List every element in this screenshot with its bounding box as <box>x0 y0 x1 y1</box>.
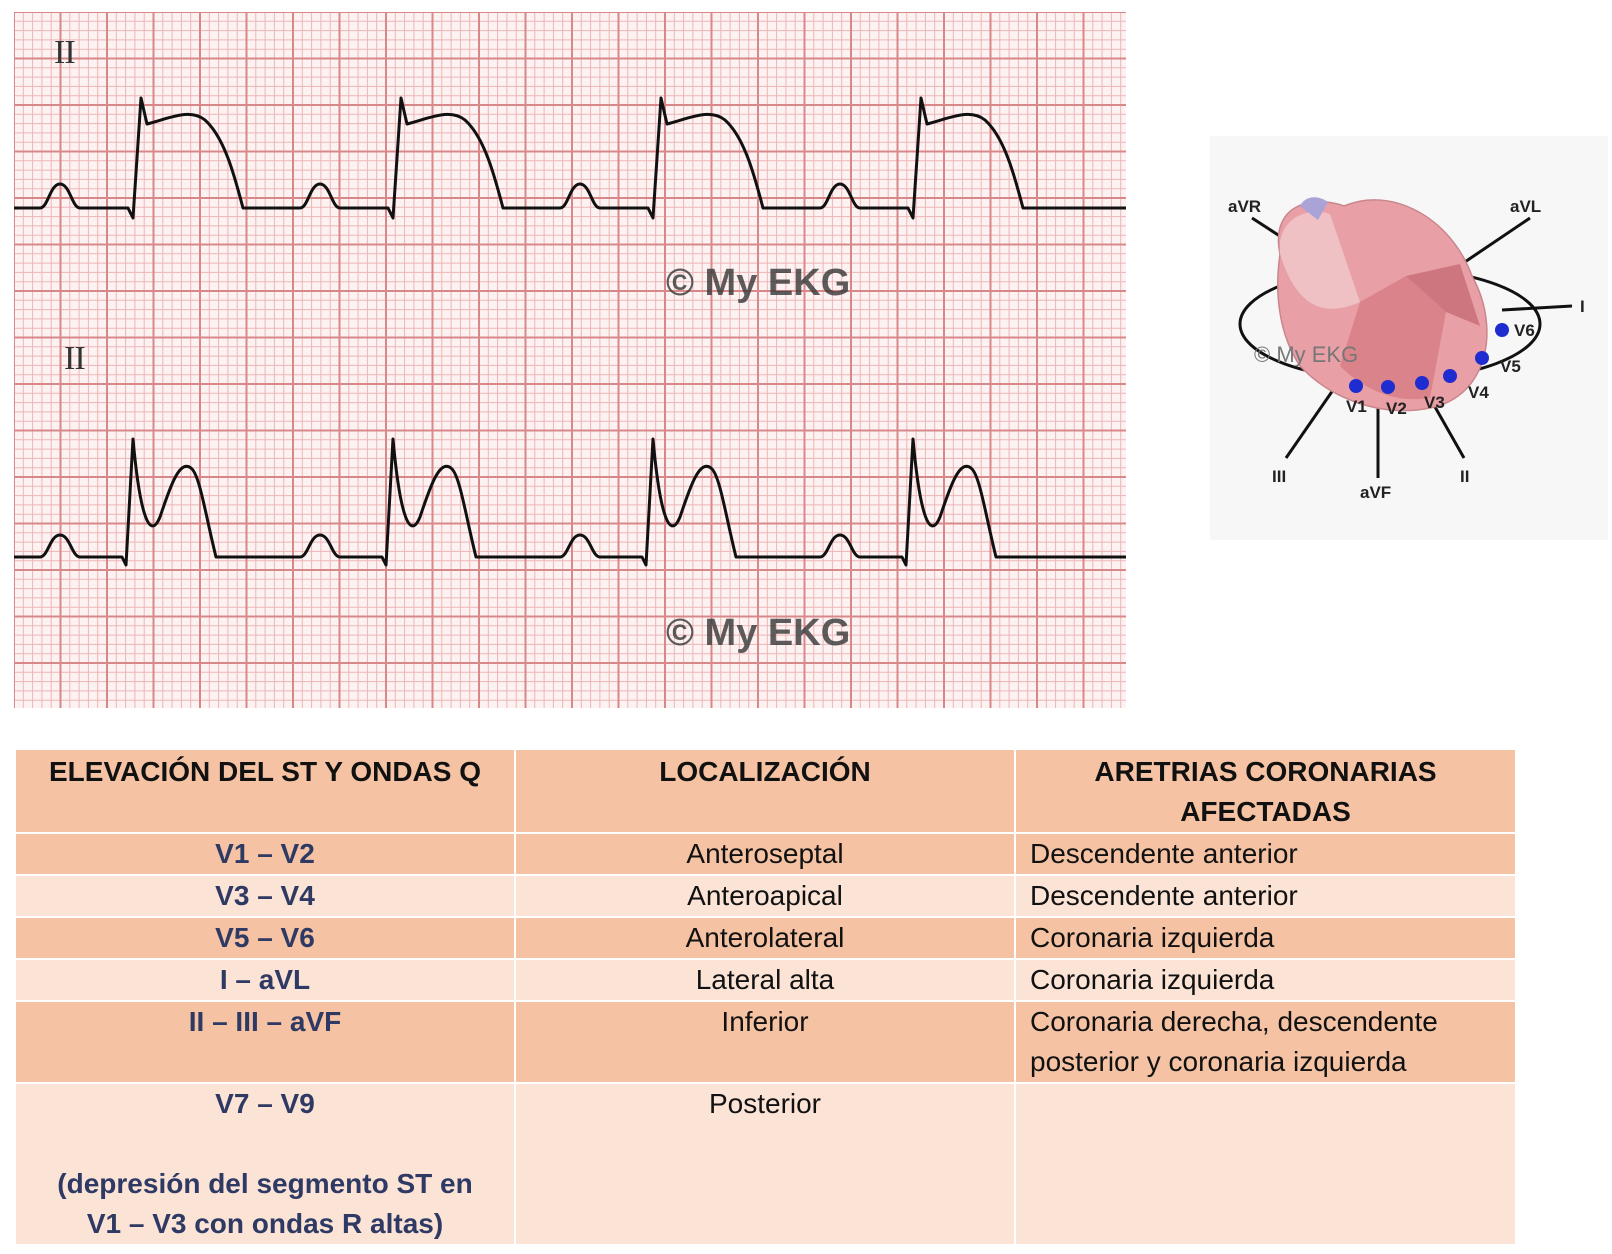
lead-label-bottom: II <box>64 340 86 377</box>
table-row: II – III – aVF Inferior Coronaria derech… <box>14 1000 1517 1084</box>
heart-watermark: © My EKG <box>1254 342 1358 367</box>
ekg-trace-bottom <box>14 437 1126 567</box>
watermark-top: © My EKG <box>666 262 851 304</box>
row-leads-note-line1: (depresión del segmento ST en <box>57 1168 473 1199</box>
ekg-grid <box>14 12 1126 708</box>
row-location: Anteroapical <box>514 874 1016 918</box>
row-location: Anterolateral <box>514 916 1016 960</box>
infarct-localization-table: ELEVACIÓN DEL ST Y ONDAS Q LOCALIZACIÓN … <box>14 748 1517 1246</box>
row-leads: V3 – V4 <box>14 874 516 918</box>
heart-ventricle <box>1340 276 1446 400</box>
electrode-v5 <box>1475 351 1489 365</box>
row-artery: Coronaria izquierda <box>1014 958 1517 1002</box>
lead-label-avf: aVF <box>1360 483 1391 502</box>
row-leads-note-line2: V1 – V3 con ondas R altas) <box>86 1208 444 1239</box>
table-row: V1 – V2 Anteroseptal Descendente anterio… <box>14 832 1517 876</box>
electrode-v3 <box>1415 376 1429 390</box>
precordial-electrodes: V1 V2 V3 V4 V5 V6 <box>1346 321 1535 418</box>
lead-line-i <box>1501 304 1573 312</box>
lead-line-iii <box>1284 379 1342 459</box>
row-location: Inferior <box>514 1000 1016 1084</box>
row-leads: V7 – V9 (depresión del segmento ST en V1 –… <box>14 1082 516 1246</box>
row-leads: V5 – V6 <box>14 916 516 960</box>
row-artery <box>1014 1082 1517 1246</box>
header-arteries-line1: ARETRIAS CORONARIAS <box>1094 756 1437 787</box>
heart-lead-diagram: © My EKG aVR aVL I II aVF III V1 V2 V3 V4 V5… <box>1210 136 1608 540</box>
row-artery: Coronaria izquierda <box>1014 916 1517 960</box>
table-header-row: ELEVACIÓN DEL ST Y ONDAS Q LOCALIZACIÓN … <box>14 748 1517 834</box>
ekg-strip: II II © My EKG © My EKG <box>14 12 1126 708</box>
header-location: LOCALIZACIÓN <box>514 748 1016 834</box>
table-row: V7 – V9 (depresión del segmento ST en V1 –… <box>14 1082 1517 1246</box>
electrode-v4 <box>1443 369 1457 383</box>
header-arteries-line2: AFECTADAS <box>1180 796 1351 827</box>
electrode-v6 <box>1495 323 1509 337</box>
heart-lateral-wall <box>1406 264 1480 326</box>
electrode-label-v3: V3 <box>1424 393 1445 412</box>
row-artery-line2: posterior y coronaria izquierda <box>1030 1046 1407 1077</box>
lead-label-avl: aVL <box>1510 197 1541 216</box>
header-arteries: ARETRIAS CORONARIAS AFECTADAS <box>1014 748 1517 834</box>
table-row: V5 – V6 Anterolateral Coronaria izquierd… <box>14 916 1517 960</box>
lead-label-ii: II <box>1460 467 1469 486</box>
row-leads-main: V7 – V9 <box>215 1088 315 1119</box>
header-st-elevation: ELEVACIÓN DEL ST Y ONDAS Q <box>14 748 516 834</box>
electrode-v1 <box>1349 379 1363 393</box>
table-row: I – aVL Lateral alta Coronaria izquierda <box>14 958 1517 1002</box>
electrode-label-v5: V5 <box>1500 357 1521 376</box>
heart-diagram-svg: © My EKG aVR aVL I II aVF III V1 V2 V3 V4 V5… <box>1228 197 1585 502</box>
row-location: Lateral alta <box>514 958 1016 1002</box>
row-leads: I – aVL <box>14 958 516 1002</box>
electrode-label-v1: V1 <box>1346 397 1367 416</box>
electrode-label-v2: V2 <box>1386 399 1407 418</box>
lead-label-iii: III <box>1272 467 1286 486</box>
row-location: Anteroseptal <box>514 832 1016 876</box>
heart-atrium <box>1279 211 1360 309</box>
lead-label-top: II <box>54 34 76 71</box>
table-row: V3 – V4 Anteroapical Descendente anterio… <box>14 874 1517 918</box>
heart-aorta <box>1300 197 1328 220</box>
ekg-major-grid <box>14 12 1126 708</box>
row-artery: Coronaria derecha, descendente posterior … <box>1014 1000 1517 1084</box>
row-leads: V1 – V2 <box>14 832 516 876</box>
row-leads: II – III – aVF <box>14 1000 516 1084</box>
electrode-label-v4: V4 <box>1468 383 1489 402</box>
row-artery-line1: Coronaria derecha, descendente <box>1030 1006 1438 1037</box>
row-artery: Descendente anterior <box>1014 832 1517 876</box>
row-artery: Descendente anterior <box>1014 874 1517 918</box>
watermark-bottom: © My EKG <box>666 612 851 654</box>
electrode-v2 <box>1381 380 1395 394</box>
electrode-label-v6: V6 <box>1514 321 1535 340</box>
row-location: Posterior <box>514 1082 1016 1246</box>
lead-label-i: I <box>1580 297 1585 316</box>
ekg-trace-top <box>14 96 1126 220</box>
lead-label-avr: aVR <box>1228 197 1261 216</box>
